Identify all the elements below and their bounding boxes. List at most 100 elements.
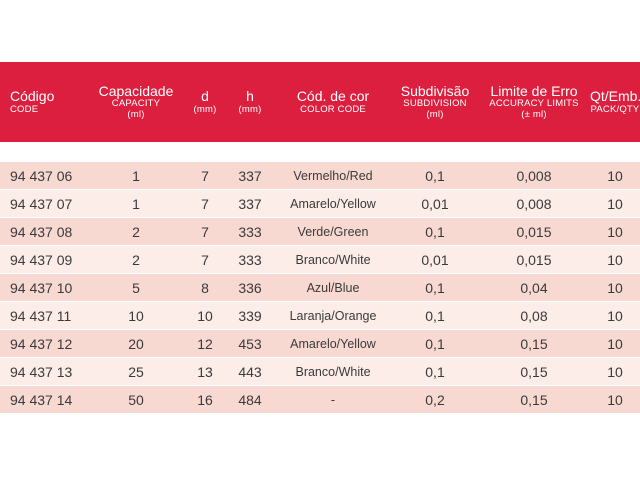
header-subdivision-unit: (ml) bbox=[426, 109, 444, 121]
cell-height: 336 bbox=[238, 279, 262, 296]
cell-pack: 10 bbox=[607, 251, 623, 268]
header-color-sub: COLOR CODE bbox=[300, 103, 366, 115]
table-row: 94 437 10 5 8 336 Azul/Blue 0,1 0,04 10 bbox=[0, 274, 640, 302]
cell-diameter: 10 bbox=[197, 307, 213, 324]
header-accuracy-main: Limite de Erro bbox=[490, 83, 578, 100]
cell-capacity: 2 bbox=[132, 251, 140, 268]
table-body: 94 437 06 1 7 337 Vermelho/Red 0,1 0,008 10 94 4… bbox=[0, 162, 640, 414]
cell-code: 94 437 12 bbox=[10, 335, 73, 352]
header-code-main: Código bbox=[10, 88, 55, 105]
cell-diameter: 8 bbox=[201, 279, 209, 296]
cell-pack: 10 bbox=[607, 363, 623, 380]
cell-pack: 10 bbox=[607, 307, 623, 324]
header-accuracy-unit: (± ml) bbox=[521, 109, 547, 121]
cell-accuracy: 0,15 bbox=[520, 335, 548, 352]
cell-diameter: 12 bbox=[197, 335, 213, 352]
table-row: 94 437 13 25 13 443 Branco/White 0,1 0,15 10 bbox=[0, 358, 640, 386]
cell-color-code: Azul/Blue bbox=[306, 280, 360, 295]
cell-capacity: 5 bbox=[132, 279, 140, 296]
cell-diameter: 7 bbox=[201, 167, 209, 184]
cell-accuracy: 0,008 bbox=[516, 195, 552, 212]
cell-subdivision: 0,01 bbox=[421, 195, 449, 212]
cell-subdivision: 0,2 bbox=[425, 391, 445, 408]
cell-pack: 10 bbox=[607, 223, 623, 240]
header-code-sub: CODE bbox=[10, 103, 39, 115]
header-capacity-sub: CAPACITY bbox=[111, 98, 161, 110]
header-spacer bbox=[0, 142, 640, 162]
product-table: Código CODE Capacidade CAPACITY (ml) d (… bbox=[0, 62, 640, 414]
cell-code: 94 437 06 bbox=[10, 167, 73, 184]
table-row: 94 437 14 50 16 484 - 0,2 0,15 10 bbox=[0, 386, 640, 414]
cell-height: 337 bbox=[238, 167, 262, 184]
cell-capacity: 25 bbox=[128, 363, 144, 380]
header-color-code: Cód. de cor COLOR CODE bbox=[274, 88, 392, 115]
cell-diameter: 7 bbox=[201, 223, 209, 240]
cell-pack: 10 bbox=[607, 391, 623, 408]
cell-accuracy: 0,15 bbox=[520, 391, 548, 408]
cell-code: 94 437 10 bbox=[10, 279, 73, 296]
header-diameter-sub: (mm) bbox=[193, 103, 217, 115]
header-accuracy-sub: ACCURACY LIMITS bbox=[489, 98, 579, 110]
cell-accuracy: 0,15 bbox=[520, 363, 548, 380]
cell-color-code: Vermelho/Red bbox=[293, 168, 373, 183]
cell-accuracy: 0,015 bbox=[516, 251, 552, 268]
cell-height: 443 bbox=[238, 363, 262, 380]
cell-subdivision: 0,1 bbox=[425, 363, 445, 380]
cell-color-code: Branco/White bbox=[295, 252, 371, 267]
cell-height: 484 bbox=[238, 391, 262, 408]
cell-accuracy: 0,04 bbox=[520, 279, 548, 296]
header-code: Código CODE bbox=[0, 88, 88, 115]
table-row: 94 437 07 1 7 337 Amarelo/Yellow 0,01 0,008 10 bbox=[0, 190, 640, 218]
cell-subdivision: 0,1 bbox=[425, 335, 445, 352]
cell-accuracy: 0,008 bbox=[516, 167, 552, 184]
header-diameter-main: d bbox=[201, 88, 209, 105]
cell-capacity: 1 bbox=[132, 195, 140, 212]
cell-subdivision: 0,1 bbox=[425, 307, 445, 324]
cell-height: 333 bbox=[238, 251, 262, 268]
cell-code: 94 437 13 bbox=[10, 363, 73, 380]
cell-color-code: - bbox=[330, 392, 336, 407]
header-subdivision-main: Subdivisão bbox=[400, 83, 470, 100]
table-header: Código CODE Capacidade CAPACITY (ml) d (… bbox=[0, 62, 640, 142]
cell-capacity: 2 bbox=[132, 223, 140, 240]
cell-capacity: 1 bbox=[132, 167, 140, 184]
header-subdivision: Subdivisão SUBDIVISION (ml) bbox=[392, 83, 478, 121]
cell-pack: 10 bbox=[607, 335, 623, 352]
cell-diameter: 7 bbox=[201, 251, 209, 268]
header-height-sub: (mm) bbox=[238, 103, 262, 115]
cell-subdivision: 0,1 bbox=[425, 167, 445, 184]
cell-height: 339 bbox=[238, 307, 262, 324]
cell-subdivision: 0,01 bbox=[421, 251, 449, 268]
table-row: 94 437 11 10 10 339 Laranja/Orange 0,1 0,08 10 bbox=[0, 302, 640, 330]
header-capacity-main: Capacidade bbox=[98, 83, 174, 100]
cell-pack: 10 bbox=[607, 167, 623, 184]
cell-color-code: Amarelo/Yellow bbox=[290, 336, 376, 351]
table-row: 94 437 09 2 7 333 Branco/White 0,01 0,015 10 bbox=[0, 246, 640, 274]
cell-color-code: Amarelo/Yellow bbox=[290, 196, 376, 211]
cell-subdivision: 0,1 bbox=[425, 279, 445, 296]
cell-diameter: 7 bbox=[201, 195, 209, 212]
cell-capacity: 20 bbox=[128, 335, 144, 352]
cell-height: 333 bbox=[238, 223, 262, 240]
cell-pack: 10 bbox=[607, 279, 623, 296]
cell-height: 453 bbox=[238, 335, 262, 352]
table-row: 94 437 08 2 7 333 Verde/Green 0,1 0,015 10 bbox=[0, 218, 640, 246]
table-row: 94 437 12 20 12 453 Amarelo/Yellow 0,1 0,15 10 bbox=[0, 330, 640, 358]
cell-diameter: 16 bbox=[197, 391, 213, 408]
cell-code: 94 437 11 bbox=[10, 307, 72, 324]
header-diameter: d (mm) bbox=[184, 88, 226, 115]
header-capacity-unit: (ml) bbox=[127, 109, 145, 121]
cell-color-code: Verde/Green bbox=[297, 224, 369, 239]
cell-subdivision: 0,1 bbox=[425, 223, 445, 240]
header-height: h (mm) bbox=[226, 88, 274, 115]
header-height-main: h bbox=[246, 88, 254, 105]
cell-color-code: Laranja/Orange bbox=[289, 308, 377, 323]
cell-code: 94 437 07 bbox=[10, 195, 73, 212]
cell-height: 337 bbox=[238, 195, 262, 212]
cell-diameter: 13 bbox=[197, 363, 213, 380]
cell-accuracy: 0,015 bbox=[516, 223, 552, 240]
header-accuracy: Limite de Erro ACCURACY LIMITS (± ml) bbox=[478, 83, 590, 121]
header-pack-sub: PACK/QTY bbox=[590, 103, 640, 115]
cell-capacity: 50 bbox=[128, 391, 144, 408]
header-pack-main: Qt/Emb. bbox=[590, 88, 640, 105]
